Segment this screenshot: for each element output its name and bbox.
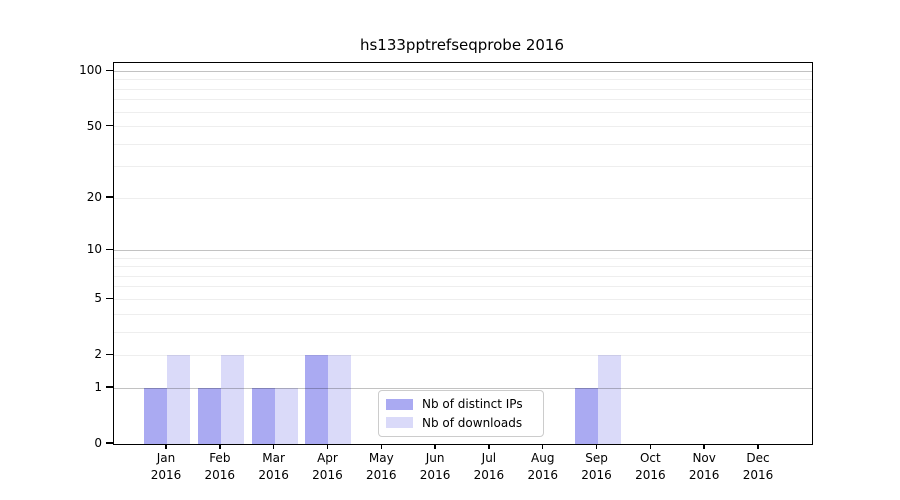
- legend-swatch-distinct-ips: [386, 398, 413, 410]
- x-tick-mark-jun: [434, 444, 436, 449]
- x-tick-label-sep: Sep 2016: [581, 451, 612, 482]
- minor-gridline-60: [114, 111, 812, 113]
- y-tick-label-2: 2: [94, 347, 102, 362]
- bar-downloads-feb: [220, 355, 244, 444]
- x-tick-label-oct: Oct 2016: [635, 451, 666, 482]
- y-tick-mark-2: [106, 353, 113, 356]
- minor-gridline-4: [114, 313, 812, 315]
- y-tick-mark-100: [106, 69, 113, 72]
- x-tick-label-may: May 2016: [365, 451, 397, 482]
- x-tick-mark-oct: [649, 444, 652, 449]
- bar-downloads-jan: [167, 355, 190, 444]
- y-tick-mark-1: [106, 386, 113, 388]
- minor-gridline-5: [114, 298, 812, 300]
- x-tick-mark-aug: [541, 444, 544, 449]
- minor-gridline-80: [114, 88, 812, 90]
- x-tick-mark-nov: [703, 444, 705, 449]
- minor-gridline-8: [114, 266, 812, 268]
- minor-gridline-7: [114, 275, 812, 277]
- x-tick-mark-sep: [595, 444, 598, 449]
- x-tick-label-feb: Feb 2016: [204, 451, 236, 482]
- y-tick-label-100: 100: [79, 63, 102, 78]
- minor-gridline-9: [114, 257, 812, 259]
- legend-label-distinct-ips: Nb of distinct IPs: [422, 397, 523, 412]
- bar-downloads-mar: [274, 388, 298, 444]
- y-tick-label-1: 1: [94, 380, 102, 395]
- major-gridline-10: [114, 249, 812, 251]
- x-tick-label-apr: Apr 2016: [312, 451, 343, 482]
- x-tick-mark-apr: [326, 444, 329, 449]
- minor-gridline-50: [114, 126, 812, 128]
- legend-item-distinct-ips: Nb of distinct IPs: [386, 397, 536, 411]
- y-tick-label-50: 50: [86, 118, 102, 133]
- bar-distinct-ips-mar: [251, 388, 275, 444]
- legend-label-downloads: Nb of downloads: [422, 415, 523, 430]
- minor-gridline-6: [114, 286, 812, 288]
- y-tick-label-5: 5: [94, 291, 102, 306]
- x-tick-mark-jul: [488, 444, 490, 449]
- minor-gridline-3: [114, 331, 812, 333]
- x-tick-label-jun: Jun 2016: [419, 451, 451, 482]
- y-tick-label-0: 0: [94, 436, 102, 450]
- y-tick-mark-0: [106, 442, 113, 444]
- minor-gridline-20: [114, 197, 812, 199]
- x-tick-label-jul: Jul 2016: [473, 451, 505, 482]
- x-tick-mark-jan: [165, 444, 167, 449]
- major-gridline-100: [114, 70, 812, 72]
- bar-distinct-ips-jan: [144, 388, 167, 444]
- x-tick-label-jan: Jan 2016: [150, 451, 182, 482]
- minor-gridline-70: [114, 99, 812, 101]
- x-tick-mark-feb: [219, 444, 221, 449]
- bar-downloads-apr: [328, 355, 352, 444]
- minor-gridline-30: [114, 166, 812, 168]
- x-tick-label-nov: Nov 2016: [688, 451, 720, 482]
- major-gridline-1: [114, 387, 812, 389]
- bar-downloads-sep: [597, 355, 621, 444]
- x-tick-mark-mar: [272, 444, 275, 449]
- bar-distinct-ips-feb: [197, 388, 221, 444]
- y-tick-mark-5: [106, 297, 113, 300]
- x-tick-mark-dec: [757, 444, 759, 449]
- y-tick-mark-10: [106, 248, 113, 251]
- chart-title: hs133pptrefseqprobe 2016: [359, 36, 565, 54]
- legend-swatch-downloads: [386, 417, 413, 429]
- bar-distinct-ips-apr: [305, 355, 329, 444]
- legend-item-downloads: Nb of downloads: [386, 416, 536, 430]
- y-tick-mark-20: [106, 196, 113, 198]
- minor-gridline-90: [114, 79, 812, 81]
- x-tick-label-mar: Mar 2016: [258, 451, 289, 482]
- plot-area: [113, 62, 813, 445]
- y-tick-label-10: 10: [86, 242, 102, 257]
- x-tick-label-aug: Aug 2016: [527, 451, 558, 482]
- x-tick-mark-may: [380, 444, 383, 449]
- y-tick-mark-50: [106, 124, 113, 127]
- legend: Nb of distinct IPs Nb of downloads: [378, 390, 544, 437]
- x-tick-label-dec: Dec 2016: [742, 451, 774, 482]
- minor-gridline-2: [114, 354, 812, 356]
- y-tick-label-20: 20: [86, 190, 102, 205]
- bar-distinct-ips-sep: [574, 388, 598, 444]
- minor-gridline-40: [114, 143, 812, 145]
